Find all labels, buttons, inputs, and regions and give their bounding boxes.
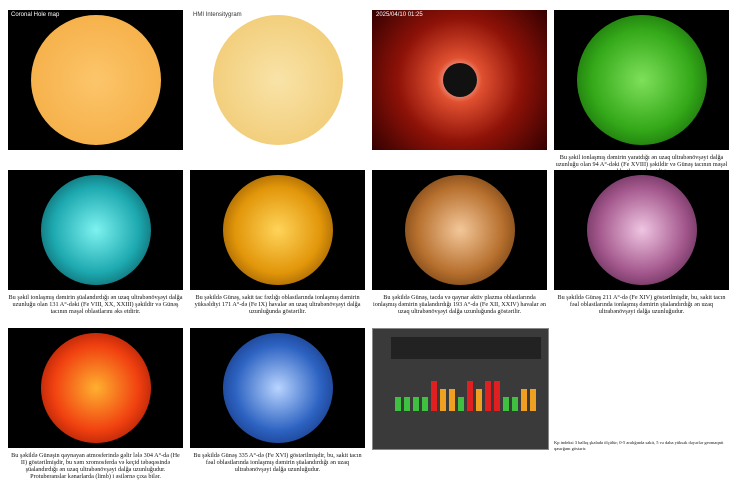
caption: Bu şəkildə Günəş 211 A°-də (Fe XIV) göst… xyxy=(557,294,726,315)
sun-disk xyxy=(212,15,343,145)
sun-disk xyxy=(404,175,515,285)
panel-image xyxy=(190,170,365,290)
caption: Bu şəkil ionlaşmış dəmirin şüalandırdığı… xyxy=(8,294,183,315)
sun-disk xyxy=(40,175,151,285)
sun-disk xyxy=(30,15,161,145)
panel-image xyxy=(554,328,729,436)
caption: Bu şəkildə Günəş, sakit tac fəzlığı obla… xyxy=(194,294,361,315)
bar-graphic xyxy=(458,397,464,411)
bar-graphic xyxy=(440,389,446,411)
panel-image xyxy=(372,170,547,290)
bar-graphic xyxy=(512,397,518,411)
image-label: Coronal Hole map xyxy=(11,12,60,18)
legend-graphic xyxy=(391,337,541,359)
image-label: 2025/04/10 01:25 xyxy=(376,12,423,18)
panel-image xyxy=(8,328,183,448)
panel-image xyxy=(554,170,729,290)
bar-chart-image xyxy=(391,337,541,411)
caption: Bu şəkildə Günəş 335 A°-də (Fe XVI) göst… xyxy=(193,452,362,473)
sun-disk xyxy=(40,333,151,443)
bar-graphic xyxy=(521,389,527,411)
panel-image: HMI Intensitygram xyxy=(190,10,365,150)
panel-image xyxy=(8,170,183,290)
panel-image xyxy=(372,328,549,450)
bar-graphic xyxy=(395,397,401,411)
bar-graphic xyxy=(404,397,410,411)
sun-disk xyxy=(222,175,333,285)
bar-graphic xyxy=(494,381,500,411)
image-label: HMI Intensitygram xyxy=(193,12,242,18)
bar-graphic xyxy=(485,381,491,411)
panel-image: Coronal Hole map xyxy=(8,10,183,150)
bar-graphic xyxy=(413,397,419,411)
sun-disk xyxy=(222,333,333,443)
sun-disk xyxy=(576,15,707,145)
panel-image xyxy=(554,10,729,150)
bar-graphic xyxy=(503,397,509,411)
caption: Kp indeksi 3 ballıq şkalada ölçülür; 0-5… xyxy=(554,440,724,451)
panel-image xyxy=(190,328,365,448)
caption: Bu şəkildə Günəşin qaynayan atmosferində… xyxy=(11,452,180,480)
bar-graphic xyxy=(422,397,428,411)
bar-graphic xyxy=(467,381,473,411)
panel-image: 2025/04/10 01:25 xyxy=(372,10,547,150)
sun-disk xyxy=(442,63,477,97)
bar-graphic xyxy=(431,381,437,411)
caption: Bu şəkildə Günəş, tacda və qaynar aktiv … xyxy=(373,294,546,315)
bar-graphic xyxy=(530,389,536,411)
bar-graphic xyxy=(449,389,455,411)
bar-graphic xyxy=(476,389,482,411)
sun-disk xyxy=(586,175,697,285)
